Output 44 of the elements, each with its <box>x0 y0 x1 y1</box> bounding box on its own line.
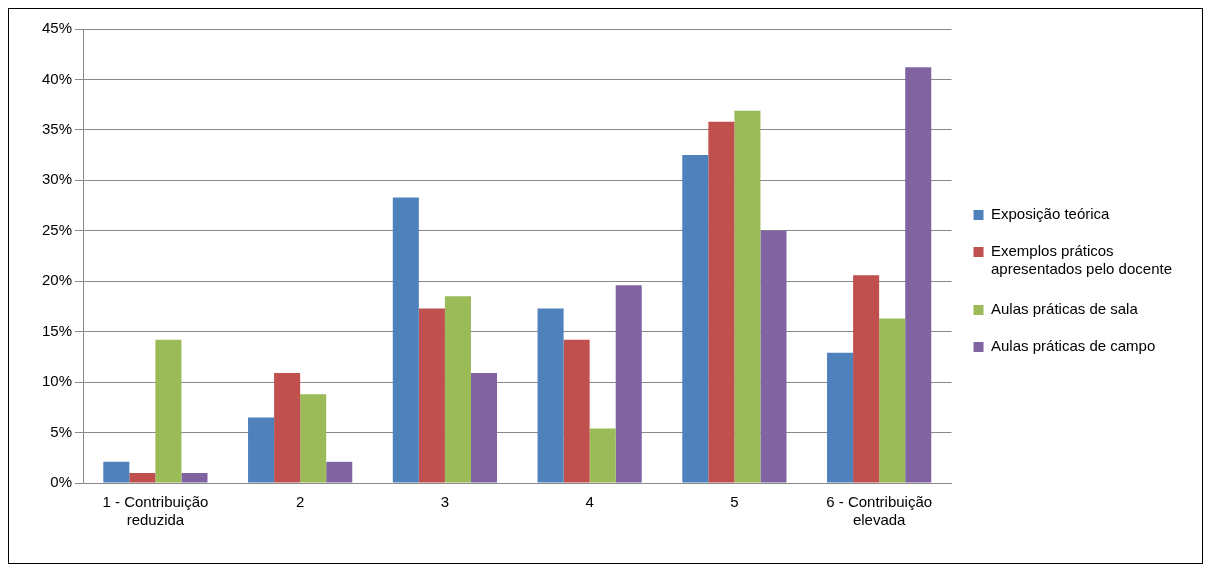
bar <box>879 318 906 483</box>
bar <box>708 121 735 483</box>
y-tick-label: 20% <box>41 271 73 289</box>
bar <box>103 461 130 483</box>
bar <box>537 308 564 483</box>
bar <box>300 394 327 483</box>
bar <box>470 373 498 483</box>
bar <box>326 461 353 483</box>
legend-label: Exemplos práticos apresentados pelo docente <box>991 242 1173 278</box>
bar <box>418 308 445 483</box>
bar <box>682 155 709 483</box>
legend-label: Aulas práticas de campo <box>991 337 1156 355</box>
bar <box>392 197 419 483</box>
bar <box>155 339 182 483</box>
x-tick-label: 4 <box>585 493 594 511</box>
y-tick-label: 45% <box>41 19 73 37</box>
bar <box>274 373 301 483</box>
bar <box>248 417 275 483</box>
bar <box>444 296 471 483</box>
y-tick-label: 30% <box>41 170 73 188</box>
y-tick-label: 25% <box>41 220 73 238</box>
legend-label: Aulas práticas de sala <box>991 300 1139 318</box>
bar <box>853 275 880 483</box>
y-tick-label: 10% <box>41 372 73 390</box>
x-tick-label: 1 - Contribuição reduzida <box>102 493 209 529</box>
y-tick-label: 35% <box>41 120 73 138</box>
y-tick-label: 5% <box>50 422 73 440</box>
bar <box>615 285 642 483</box>
x-tick-label: 5 <box>730 493 739 511</box>
x-tick-label: 3 <box>440 493 450 511</box>
legend-label: Exposição teórica <box>991 205 1111 223</box>
bar <box>589 428 616 483</box>
bar <box>129 472 156 483</box>
bar <box>734 110 761 483</box>
bar <box>760 230 787 483</box>
x-tick-label: 6 - Contribuição elevada <box>826 493 933 529</box>
x-tick-label: 2 <box>295 493 305 511</box>
bar <box>563 339 590 483</box>
y-tick-label: 15% <box>41 321 73 339</box>
y-tick-label: 0% <box>50 473 73 491</box>
bar <box>181 472 208 483</box>
bar <box>905 67 932 483</box>
y-tick-label: 40% <box>41 69 73 87</box>
bar <box>827 352 854 483</box>
